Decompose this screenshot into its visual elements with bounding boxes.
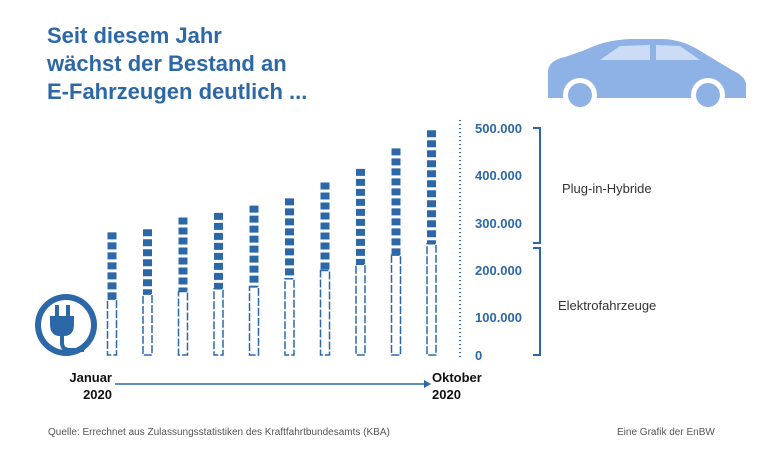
bar-elektro-1	[106, 298, 118, 356]
ytick-1: 100.000	[475, 310, 522, 325]
title-line-3: E-Fahrzeugen deutlich ...	[47, 79, 308, 104]
timeline-arrow	[424, 380, 431, 388]
bar-elektro-4	[213, 287, 224, 356]
ytick-4: 400.000	[475, 168, 522, 183]
timeline: Januar 2020 Oktober 2020	[69, 370, 481, 402]
ytick-2: 200.000	[475, 263, 522, 278]
legend-bracket	[533, 127, 541, 356]
title-line-1: Seit diesem Jahr	[47, 23, 222, 48]
plug-icon	[35, 294, 97, 356]
bar-elektro-10	[426, 243, 437, 356]
bar-elektro-6	[284, 277, 295, 356]
bar-elektro-9	[390, 254, 402, 356]
car-icon	[548, 39, 746, 112]
ytick-3: 300.000	[475, 216, 522, 231]
legend-elektrofahrzeuge: Elektrofahrzeuge	[558, 298, 656, 313]
timeline-end-month: Oktober	[432, 370, 482, 385]
chart-title: Seit diesem Jahr wächst der Bestand an E…	[47, 22, 307, 106]
timeline-start-month: Januar	[69, 370, 112, 385]
bar-elektro-5	[248, 286, 260, 356]
source-note: Quelle: Errechnet aus Zulassungsstatisti…	[48, 427, 390, 438]
legend-plug-in-hybride: Plug-in-Hybride	[562, 181, 652, 196]
timeline-end-year: 2020	[432, 387, 461, 402]
bar-elektro-7	[319, 269, 331, 356]
credit-note: Eine Grafik der EnBW	[617, 427, 715, 438]
timeline-start-year: 2020	[83, 387, 112, 402]
bar-elektro-8	[355, 263, 366, 356]
bar-elektro-2	[142, 293, 153, 356]
ytick-0: 0	[475, 348, 482, 363]
ytick-5: 500.000	[475, 121, 522, 136]
bar-elektro-3	[177, 290, 189, 356]
bars-group	[106, 130, 437, 356]
title-line-2: wächst der Bestand an	[47, 51, 287, 76]
